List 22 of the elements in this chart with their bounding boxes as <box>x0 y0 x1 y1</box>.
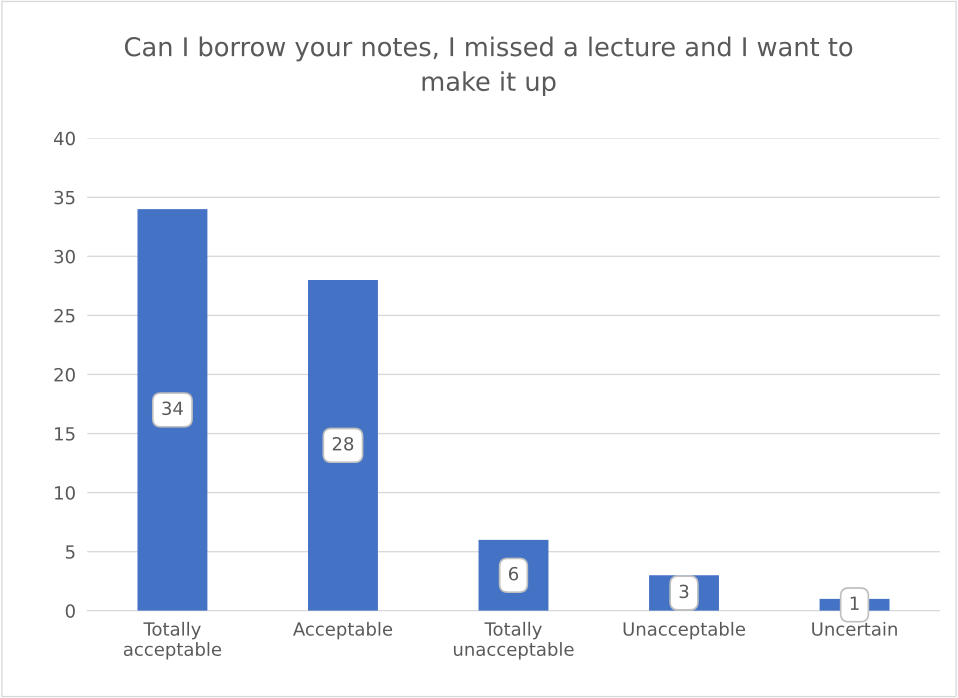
data-label: 1 <box>850 596 859 610</box>
y-tick-label: 0 <box>66 604 75 618</box>
data-label: 6 <box>509 566 518 581</box>
data-label: 34 <box>162 402 183 416</box>
data-label: 3 <box>680 584 688 598</box>
data-label: 28 <box>332 436 354 451</box>
x-tick-label: Acceptable <box>293 622 392 640</box>
y-tick-label: 15 <box>55 427 74 441</box>
x-tick-label: Totally unacceptable <box>454 622 574 660</box>
x-tick-label: Unacceptable <box>624 622 745 640</box>
y-tick-label: 5 <box>66 545 74 559</box>
y-tick-label: 25 <box>54 308 74 323</box>
chart-title: Can I borrow your notes, I missed a lecture and I want to make it up <box>124 36 852 96</box>
y-tick-label: 10 <box>55 486 75 500</box>
x-tick-label: Totally acceptable <box>124 622 222 660</box>
bar <box>308 280 378 611</box>
y-tick-label: 20 <box>54 368 75 382</box>
bar <box>137 209 208 611</box>
y-tick-label: 40 <box>54 132 75 146</box>
x-tick-label: Uncertain <box>812 622 897 636</box>
y-tick-label: 35 <box>54 190 74 204</box>
y-tick-label: 30 <box>54 250 75 264</box>
